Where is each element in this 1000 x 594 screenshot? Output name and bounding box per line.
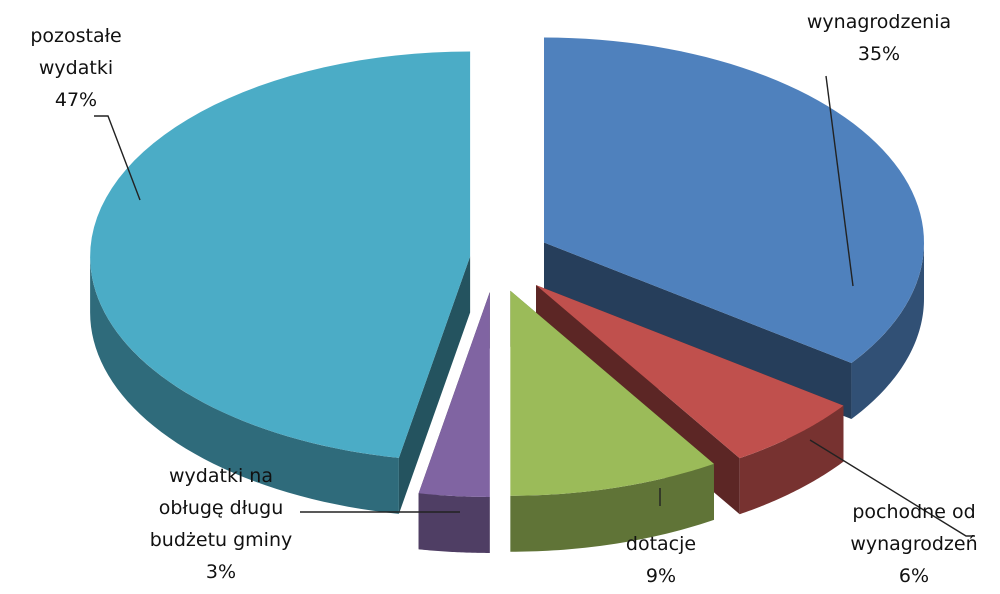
label-obsluga-dlugu-percent: 3% bbox=[205, 561, 237, 583]
slice-3-outer-wall bbox=[418, 493, 490, 553]
slice-4-radial-wall-1 bbox=[398, 256, 471, 514]
slice-1-outer-wall bbox=[739, 405, 844, 515]
slice-1-top bbox=[536, 285, 844, 459]
label-pozostale-line-1: pozostałe bbox=[30, 25, 122, 47]
slice-2-top bbox=[510, 290, 714, 496]
leader-line-0 bbox=[825, 75, 854, 287]
label-dotacje: dotacje 9% bbox=[604, 528, 718, 592]
label-obsluga-dlugu: wydatki na obługę długu budżetu gminy 3% bbox=[126, 460, 316, 588]
leader-line-1 bbox=[809, 439, 975, 537]
slice-0-radial-wall-2 bbox=[544, 242, 852, 420]
label-obsluga-dlugu-line-1: wydatki na bbox=[169, 465, 273, 487]
label-obsluga-dlugu-line-3: budżetu gminy bbox=[149, 529, 293, 551]
slice-0-top bbox=[544, 37, 925, 364]
label-pozostale-wydatki: pozostałe wydatki 47% bbox=[6, 20, 146, 116]
label-pochodne-line-2: wynagrodzeń bbox=[850, 533, 978, 555]
slice-3-top bbox=[418, 291, 490, 497]
leader-lines bbox=[94, 75, 975, 537]
label-dotacje-percent: 9% bbox=[645, 565, 677, 587]
label-wynagrodzenia-percent: 35% bbox=[857, 43, 901, 65]
slice-0-outer-wall bbox=[851, 242, 925, 420]
label-pochodne-percent: 6% bbox=[898, 565, 930, 587]
leader-line-4 bbox=[94, 115, 141, 201]
slice-4-outer-wall bbox=[90, 256, 399, 514]
pie-tops bbox=[90, 37, 925, 497]
label-wynagrodzenia: wynagrodzenia 35% bbox=[772, 6, 986, 70]
label-pochodne-line-1: pochodne od bbox=[852, 501, 976, 523]
label-wynagrodzenia-line-1: wynagrodzenia bbox=[806, 11, 952, 33]
slice-2-outer-wall bbox=[510, 463, 714, 552]
label-pozostale-percent: 47% bbox=[54, 89, 98, 111]
label-obsluga-dlugu-line-2: obługę długu bbox=[158, 497, 284, 519]
label-dotacje-line-1: dotacje bbox=[625, 533, 697, 555]
label-pochodne: pochodne od wynagrodzeń 6% bbox=[832, 496, 996, 592]
label-pozostale-line-2: wydatki bbox=[38, 57, 114, 79]
slice-4-top bbox=[90, 51, 471, 458]
